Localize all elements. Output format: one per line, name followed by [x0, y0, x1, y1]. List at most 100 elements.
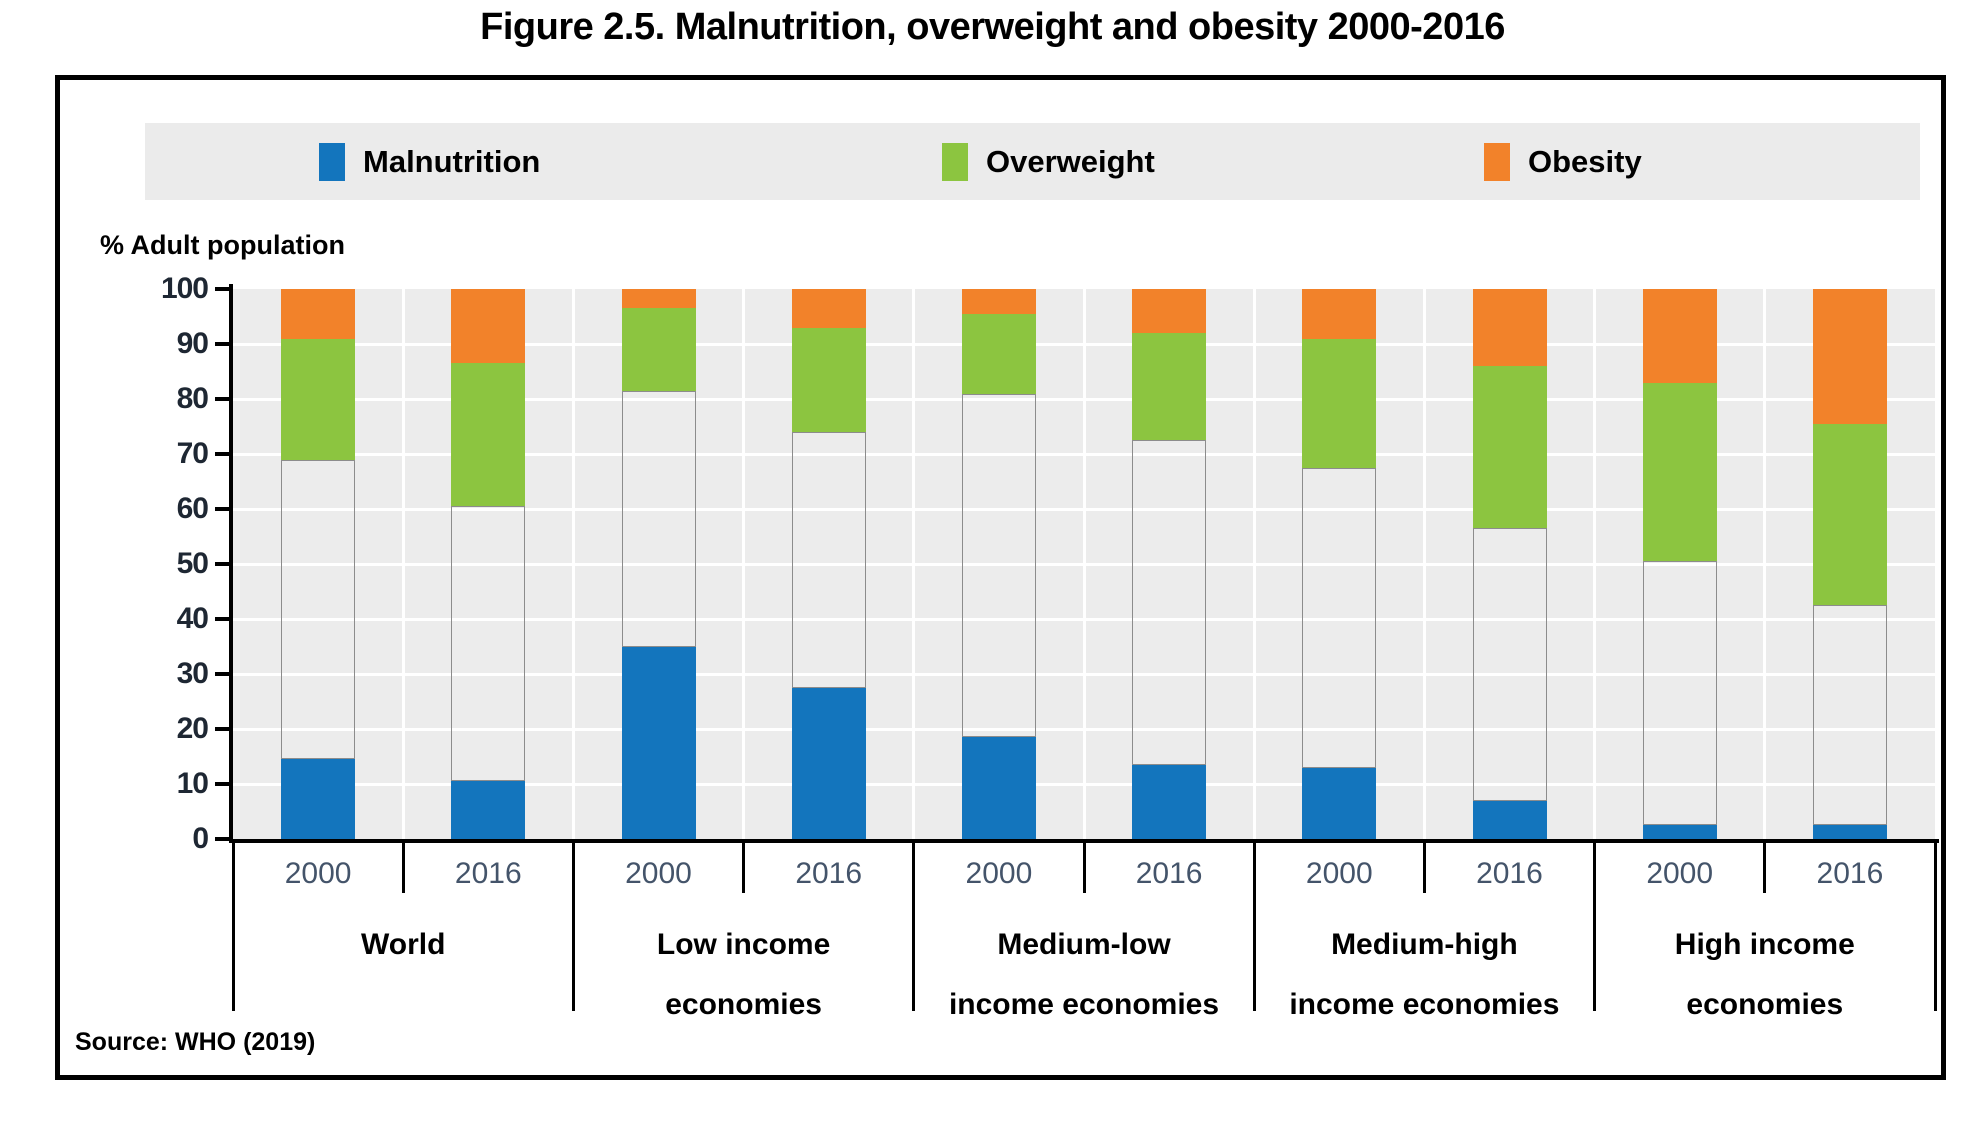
x-axis-band: 2000 2016 World 2000 2016 Low income economies… — [60, 843, 1941, 1075]
x-tick-year-label: 2000 — [625, 857, 692, 890]
x-tick-year-label: 2000 — [284, 857, 352, 890]
segment-malnutrition — [961, 737, 1036, 839]
segment-unshaded-remainder — [1642, 561, 1717, 826]
year-divider-tick — [1082, 843, 1086, 893]
segment-malnutrition — [621, 646, 696, 839]
segment-unshaded-remainder — [451, 506, 526, 782]
y-tick-label: 40 — [176, 602, 209, 635]
x-tick-year-label: 2016 — [1816, 857, 1884, 890]
year-divider-tick — [742, 843, 746, 893]
bar-slot — [573, 289, 743, 839]
legend-item-label: Overweight — [986, 143, 1155, 179]
year-divider-tick — [1763, 843, 1767, 893]
year-divider-tick — [401, 843, 405, 893]
v-gridline — [1252, 289, 1256, 839]
x-tick-year-label: 2000 — [1646, 857, 1714, 890]
segment-overweight — [1472, 366, 1547, 529]
group-label-medium-high: Medium-high income economies — [1254, 915, 1594, 1035]
bar-slot — [914, 289, 1084, 839]
group-label-line: Medium-high — [1331, 928, 1518, 961]
segment-overweight — [1642, 382, 1717, 562]
group-label-line: income economies — [1289, 988, 1560, 1021]
segment-obesity — [961, 289, 1036, 314]
v-gridline — [1422, 289, 1426, 839]
segment-unshaded-remainder — [621, 390, 696, 647]
y-axis-line — [229, 284, 233, 843]
segment-overweight — [1302, 338, 1377, 468]
y-tick-label: 70 — [176, 437, 209, 470]
y-axis-tick — [215, 452, 229, 456]
legend: Malnutrition Overweight Obesity — [145, 123, 1920, 200]
x-tick-year-label: 2016 — [1135, 857, 1203, 890]
y-axis-tick — [215, 507, 229, 511]
segment-malnutrition — [1132, 764, 1207, 839]
group-label-low-income: Low income economies — [573, 915, 913, 1035]
segment-malnutrition — [1302, 767, 1377, 839]
segment-overweight — [961, 313, 1036, 394]
v-gridline — [1082, 289, 1086, 839]
group-label-world: World — [233, 915, 573, 975]
y-axis-tick — [215, 782, 229, 786]
segment-unshaded-remainder — [1132, 440, 1207, 765]
bar-slot — [1084, 289, 1254, 839]
figure-title: Figure 2.5. Malnutrition, overweight and… — [480, 6, 1505, 48]
legend-item-overweight: Overweight — [942, 123, 1155, 200]
legend-swatch-icon — [1484, 142, 1510, 181]
bar-medium-high-income-economies-2000 — [1302, 289, 1377, 839]
x-axis-line — [229, 839, 1939, 843]
v-gridline — [1763, 289, 1767, 839]
segment-unshaded-remainder — [1812, 605, 1887, 826]
segment-overweight — [281, 338, 356, 460]
x-tick-year-label: 2016 — [795, 857, 863, 890]
y-axis-tick — [215, 727, 229, 731]
segment-obesity — [1302, 289, 1377, 339]
segment-malnutrition — [1472, 800, 1547, 839]
v-gridline — [1593, 289, 1597, 839]
group-label-line: economies — [665, 988, 822, 1021]
segment-obesity — [621, 289, 696, 309]
y-tick-label: 30 — [176, 657, 209, 690]
segment-malnutrition — [791, 687, 866, 839]
segment-overweight — [1132, 333, 1207, 441]
v-gridline — [912, 289, 916, 839]
segment-obesity — [1132, 289, 1207, 333]
segment-obesity — [281, 289, 356, 339]
x-tick-year-label: 2000 — [1305, 857, 1373, 890]
y-axis-tick — [215, 837, 229, 841]
group-separator — [1933, 843, 1937, 1011]
segment-obesity — [1812, 289, 1887, 424]
bar-medium-high-income-economies-2016 — [1472, 289, 1547, 839]
bar-slot — [403, 289, 573, 839]
legend-item-label: Obesity — [1528, 143, 1642, 179]
bar-slot — [744, 289, 914, 839]
y-tick-label: 50 — [176, 547, 209, 580]
bars-layer — [233, 289, 1935, 839]
y-axis-tick — [215, 562, 229, 566]
x-tick-year-label: 2016 — [1476, 857, 1543, 890]
bar-slot — [1424, 289, 1594, 839]
year-divider-tick — [1422, 843, 1426, 893]
segment-overweight — [621, 308, 696, 391]
bar-medium-low-income-economies-2000 — [961, 289, 1036, 839]
y-axis-tick — [215, 287, 229, 291]
legend-item-malnutrition: Malnutrition — [319, 123, 540, 200]
y-tick-label: 20 — [176, 712, 209, 745]
segment-malnutrition — [1642, 825, 1717, 839]
segment-overweight — [1812, 423, 1887, 606]
y-axis-title: % Adult population — [100, 230, 345, 260]
segment-overweight — [451, 363, 526, 507]
y-tick-label: 10 — [176, 767, 209, 800]
x-tick-year-label: 2016 — [454, 857, 522, 890]
bar-medium-low-income-economies-2016 — [1132, 289, 1207, 839]
legend-item-label: Malnutrition — [363, 143, 541, 179]
legend-swatch-icon — [319, 142, 345, 181]
segment-obesity — [791, 289, 866, 328]
group-separator — [231, 843, 235, 1011]
group-label-line: economies — [1686, 988, 1844, 1021]
segment-unshaded-remainder — [281, 459, 356, 760]
bar-high-income-economies-2016 — [1812, 289, 1887, 839]
group-label-line: Low income — [656, 928, 831, 961]
legend-item-obesity: Obesity — [1484, 123, 1642, 200]
segment-unshaded-remainder — [791, 432, 866, 688]
